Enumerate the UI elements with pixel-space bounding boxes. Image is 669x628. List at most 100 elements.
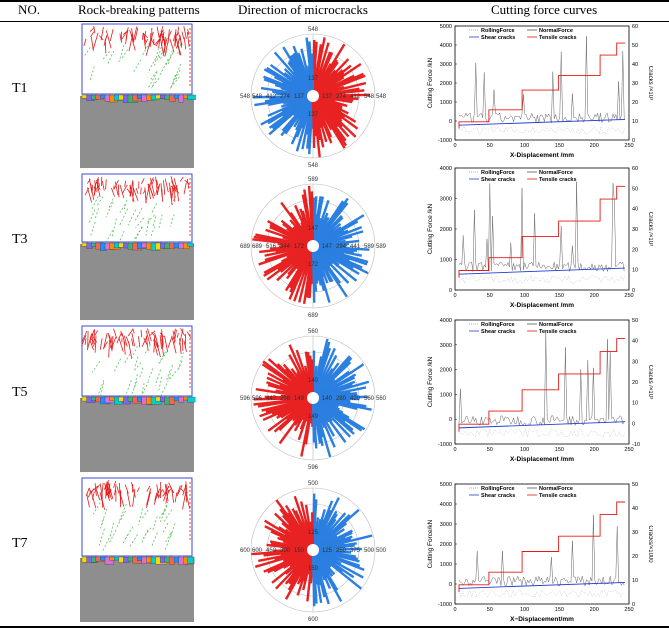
table-top-rule [0, 0, 669, 2]
y2-tick-label: 10 [632, 119, 638, 125]
y-tick-label: 3000 [440, 522, 452, 528]
legend-entry: RollingForce [481, 486, 515, 492]
polar-right-label: 560 [376, 396, 387, 402]
y2-tick-label: 20 [632, 554, 638, 560]
y-tick-label: 1000 [440, 562, 452, 568]
polar-inner-left-label: 300 [280, 548, 291, 554]
y-tick-label: 3000 [440, 62, 452, 68]
polar-inner-left-label: 149 [294, 396, 305, 402]
polar-center-bottom-label: 137 [308, 112, 319, 118]
polar-inner-right-label: 137 [322, 94, 333, 100]
y2-tick-label: 30 [632, 530, 638, 536]
row-label-t7: T7 [12, 536, 28, 551]
header-no: NO. [18, 2, 41, 17]
y-tick-label: 2000 [440, 227, 452, 233]
polar-inner-right-label: 147 [322, 244, 333, 250]
y-tick-label: 5000 [440, 482, 452, 488]
x-axis-label: X−Displacement/mm [510, 616, 574, 623]
x-tick-label: 50 [487, 447, 493, 453]
x-tick-label: 100 [520, 143, 529, 149]
x-axis-label: X-Displacement /mm [510, 152, 574, 159]
y-tick-label: 2000 [440, 368, 452, 374]
polar-inner-right-label: 420 [350, 396, 361, 402]
y2-tick-label: 0 [632, 288, 635, 294]
polar-bottom-label: 596 [308, 465, 319, 471]
x-tick-label: 250 [624, 607, 633, 613]
y-tick-label: 0 [449, 119, 452, 125]
y2-tick-label: 40 [632, 339, 638, 345]
polar-inner-right-label: 548 [364, 94, 375, 100]
y2-tick-label: 40 [632, 207, 638, 213]
legend-entry: Shear cracks [481, 329, 515, 335]
y-tick-label: -1000 [438, 602, 452, 608]
y2-axis-label: Cracks/×1000 [647, 525, 653, 563]
force-chart-t1: -100001000200030004000500001020304050600… [427, 24, 653, 159]
x-tick-label: 0 [453, 143, 456, 149]
polar-top-label: 589 [308, 177, 319, 183]
x-tick-label: 100 [520, 293, 529, 299]
polar-inner-right-label: 560 [364, 396, 375, 402]
chip-fragments [81, 94, 196, 103]
y-tick-label: 2000 [440, 81, 452, 87]
row-label-t1: T1 [12, 81, 28, 96]
x-tick-label: 150 [555, 447, 564, 453]
polar-top-label: 548 [308, 27, 319, 33]
polar-center-top-label: 147 [308, 226, 319, 232]
y2-tick-label: 60 [632, 166, 638, 172]
polar-inner-left-label: 298 [280, 396, 291, 402]
y-tick-label: -1000 [438, 442, 452, 448]
header-force: Cutting force curves [491, 2, 598, 17]
y-tick-label: 3000 [440, 343, 452, 349]
y-axis-label: Cutting Force /kN [427, 57, 434, 108]
polar-inner-right-label: 125 [322, 548, 333, 554]
y-tick-label: -1000 [438, 138, 452, 144]
polar-inner-left-label: 274 [280, 94, 291, 100]
polar-top-label: 500 [308, 481, 319, 487]
x-tick-label: 150 [555, 293, 564, 299]
legend-entry: NormalForce [539, 28, 573, 34]
y2-tick-label: 20 [632, 247, 638, 253]
legend-entry: Shear cracks [481, 177, 515, 183]
row-label-t3: T3 [12, 232, 28, 247]
rock-pattern-image-t7 [80, 477, 195, 622]
y2-tick-label: 30 [632, 227, 638, 233]
polar-inner-right-label: 280 [336, 396, 347, 402]
y-tick-label: 0 [449, 417, 452, 423]
y-tick-label: 3000 [440, 197, 452, 203]
x-tick-label: 250 [624, 447, 633, 453]
polar-inner-right-label: 140 [322, 396, 333, 402]
polar-center-bottom-label: 149 [308, 414, 319, 420]
y2-axis-label: Cracks /×10³ [647, 66, 653, 100]
y2-tick-label: 50 [632, 43, 638, 49]
y-axis-label: Cutting Force /kN [427, 203, 434, 254]
polar-inner-left-label: 596 [252, 396, 263, 402]
polar-center-top-label: 125 [308, 530, 319, 536]
polar-inner-left-label: 150 [294, 548, 305, 554]
x-tick-label: 200 [590, 293, 599, 299]
x-tick-label: 0 [453, 293, 456, 299]
polar-inner-right-label: 500 [364, 548, 375, 554]
crack-field [85, 480, 191, 552]
force-chart-t3: 0 1000 2000 3000 4000 0 10 20 30 40 50 60 0 50 100 150 2… [427, 166, 653, 309]
polar-inner-left-label: 137 [294, 94, 305, 100]
y2-tick-label: 0 [632, 602, 635, 608]
polar-inner-right-label: 294 [336, 244, 347, 250]
y2-tick-label: -10 [632, 442, 640, 448]
y-tick-label: 4000 [440, 43, 452, 49]
y-axis-label: Cutting Force /kN [427, 356, 434, 407]
y2-tick-label: 0 [632, 421, 635, 427]
legend-entry: NormalForce [539, 322, 573, 328]
y-tick-label: 1000 [440, 392, 452, 398]
y2-tick-label: 50 [632, 318, 638, 324]
y2-tick-label: 50 [632, 482, 638, 488]
x-tick-label: 0 [453, 607, 456, 613]
polar-inner-left-label: 344 [280, 244, 291, 250]
polar-center-top-label: 137 [308, 76, 319, 82]
polar-inner-left-label: 600 [252, 548, 263, 554]
polar-center-bottom-label: 172 [308, 262, 319, 268]
y-tick-label: 4000 [440, 166, 452, 172]
x-tick-label: 0 [453, 447, 456, 453]
chip-fragments [81, 556, 195, 566]
y-tick-label: 2000 [440, 542, 452, 548]
